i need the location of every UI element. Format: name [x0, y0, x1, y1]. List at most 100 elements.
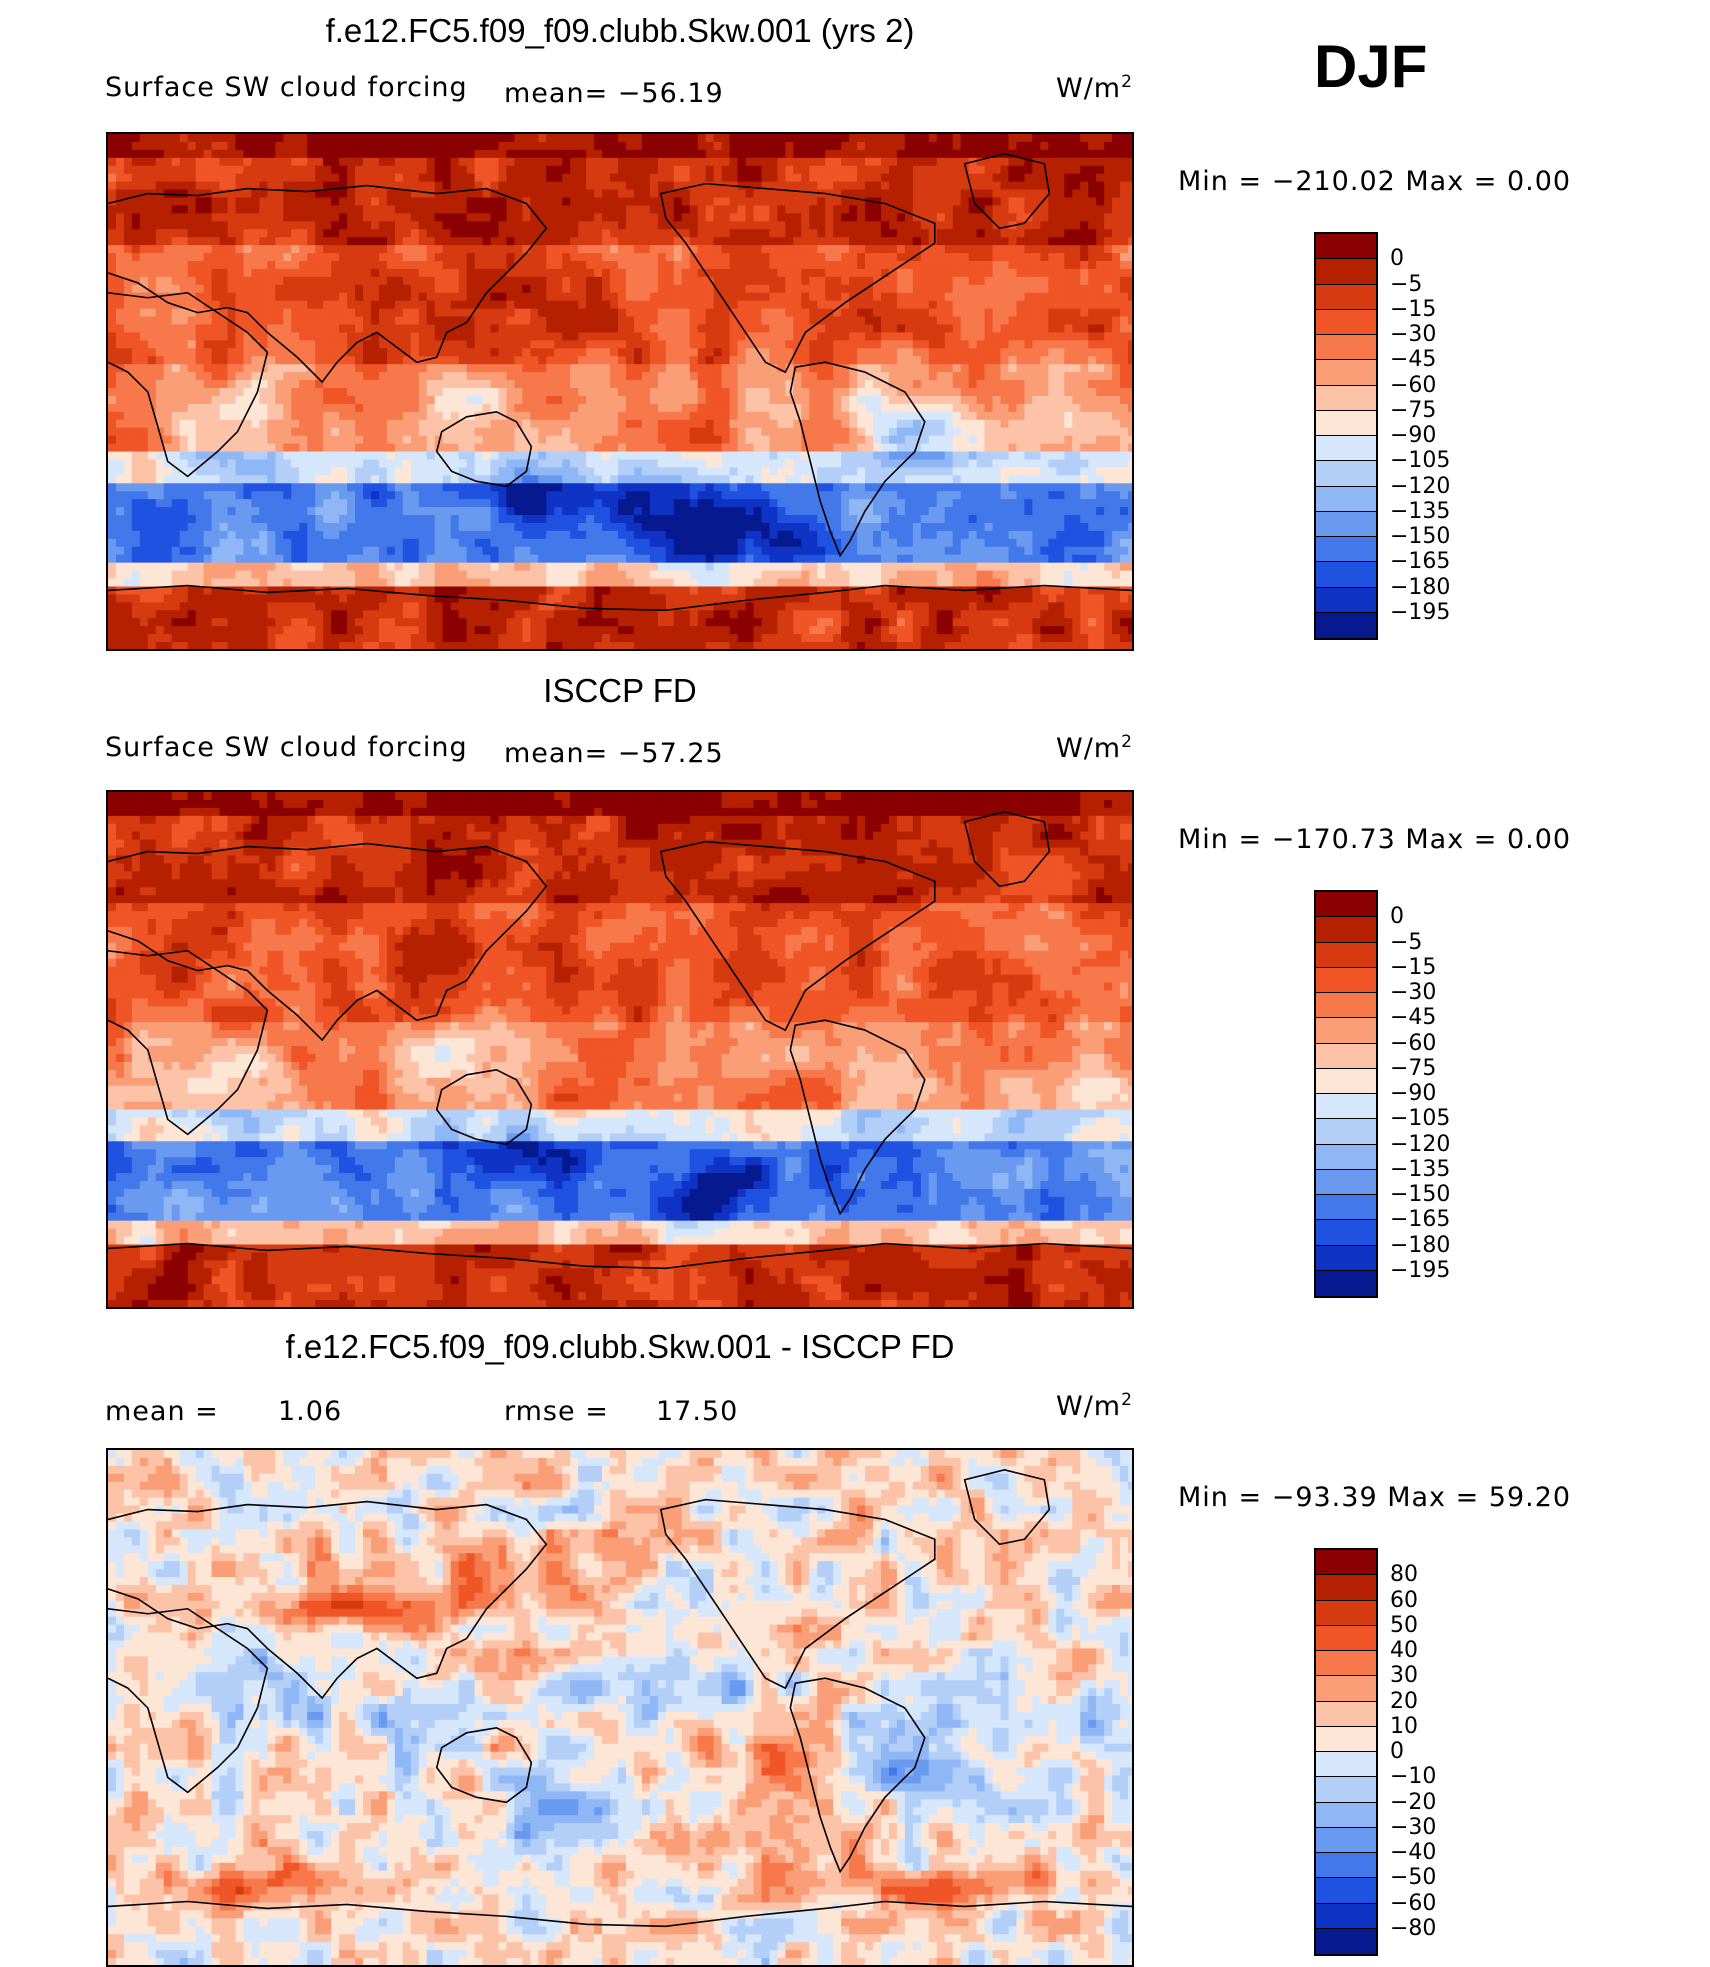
colorbar-tick-label: −60 [1390, 1031, 1436, 1056]
colorbar-swatch [1316, 968, 1376, 993]
colorbar-tick-label: −30 [1390, 980, 1436, 1005]
panel1-variable: Surface SW cloud forcing [105, 72, 468, 103]
colorbar-tick-label: −165 [1390, 1207, 1450, 1232]
colorbar-swatch [1316, 1904, 1376, 1929]
colorbar-tick-label: −60 [1390, 373, 1436, 398]
colorbar-tick-label: −135 [1390, 1157, 1450, 1182]
colorbar-tick-label: 0 [1390, 1739, 1404, 1764]
colorbar-swatch [1316, 943, 1376, 968]
colorbar-swatch [1316, 1119, 1376, 1144]
colorbar-swatch [1316, 1575, 1376, 1600]
colorbar-swatch [1316, 613, 1376, 638]
panel3-mean-value: 1.06 [278, 1396, 342, 1427]
colorbar-swatch [1316, 588, 1376, 613]
colorbar-swatch [1316, 1271, 1376, 1296]
colorbar-swatch [1316, 1853, 1376, 1878]
colorbar-swatch [1316, 1550, 1376, 1575]
colorbar-tick-label: −165 [1390, 549, 1450, 574]
panel2-map [106, 790, 1134, 1309]
colorbar-tick-label: 50 [1390, 1613, 1418, 1638]
colorbar-swatch [1316, 335, 1376, 360]
panel3-mean-label: mean = [105, 1396, 219, 1427]
colorbar-swatch [1316, 1752, 1376, 1777]
colorbar-swatch [1316, 1929, 1376, 1954]
colorbar-tick-label: −5 [1390, 930, 1422, 955]
panel2-title: ISCCP FD [106, 672, 1134, 710]
colorbar-swatch [1316, 562, 1376, 587]
colorbar-swatch [1316, 1044, 1376, 1069]
colorbar-tick-label: −135 [1390, 499, 1450, 524]
colorbar-swatch [1316, 411, 1376, 436]
colorbar-swatch [1316, 436, 1376, 461]
colorbar-swatch [1316, 487, 1376, 512]
colorbar-swatch [1316, 386, 1376, 411]
colorbar-tick-label: −40 [1390, 1840, 1436, 1865]
colorbar-swatch [1316, 1170, 1376, 1195]
colorbar-tick-label: −50 [1390, 1865, 1436, 1890]
colorbar-swatch [1316, 1651, 1376, 1676]
colorbar-tick-label: −105 [1390, 448, 1450, 473]
panel3-units: W/m2 [1056, 1390, 1133, 1422]
colorbar-tick-label: −75 [1390, 1056, 1436, 1081]
panel3-rmse-label: rmse = [504, 1396, 609, 1427]
colorbar-swatch [1316, 1195, 1376, 1220]
colorbar-tick-label: −195 [1390, 1258, 1450, 1283]
colorbar-swatch [1316, 1220, 1376, 1245]
panel1-title: f.e12.FC5.f09_f09.clubb.Skw.001 (yrs 2) [106, 12, 1134, 50]
panel3-minmax: Min = −93.39 Max = 59.20 [1178, 1482, 1571, 1513]
colorbar-tick-label: 0 [1390, 246, 1404, 271]
colorbar-swatch [1316, 234, 1376, 259]
panel3-map [106, 1448, 1134, 1967]
colorbar-swatch [1316, 1676, 1376, 1701]
panel2-mean: mean= −57.25 [504, 738, 724, 769]
colorbar-tick-label: −45 [1390, 347, 1436, 372]
colorbar-tick-label: 60 [1390, 1588, 1418, 1613]
colorbar-tick-label: −180 [1390, 575, 1450, 600]
colorbar-swatch [1316, 993, 1376, 1018]
colorbar-tick-label: 20 [1390, 1689, 1418, 1714]
colorbar-swatch [1316, 1702, 1376, 1727]
colorbar-swatch [1316, 1018, 1376, 1043]
colorbar-tick-label: −15 [1390, 955, 1436, 980]
colorbar-tick-label: −90 [1390, 1081, 1436, 1106]
panel3-rmse-value: 17.50 [656, 1396, 738, 1427]
colorbar-tick-label: −20 [1390, 1790, 1436, 1815]
colorbar-tick-label: −75 [1390, 398, 1436, 423]
colorbar-swatch [1316, 512, 1376, 537]
colorbar-tick-label: −10 [1390, 1764, 1436, 1789]
colorbar-swatch [1316, 259, 1376, 284]
colorbar-tick-label: −30 [1390, 322, 1436, 347]
panel2-variable: Surface SW cloud forcing [105, 732, 468, 763]
panel2-units: W/m2 [1056, 732, 1133, 764]
colorbar-tick-label: 80 [1390, 1562, 1418, 1587]
colorbar-swatch [1316, 360, 1376, 385]
colorbar-swatch [1316, 1828, 1376, 1853]
colorbar-swatch [1316, 1727, 1376, 1752]
colorbar-tick-label: −180 [1390, 1233, 1450, 1258]
panel1-map [106, 132, 1134, 651]
colorbar-swatch [1316, 1803, 1376, 1828]
colorbar-tick-label: −80 [1390, 1916, 1436, 1941]
colorbar-swatch [1316, 1094, 1376, 1119]
panel1-mean: mean= −56.19 [504, 78, 724, 109]
colorbar-tick-label: 0 [1390, 904, 1404, 929]
colorbar-swatch [1316, 1777, 1376, 1802]
colorbar-swatch [1316, 461, 1376, 486]
panel2-minmax: Min = −170.73 Max = 0.00 [1178, 824, 1571, 855]
colorbar-tick-label: −150 [1390, 1182, 1450, 1207]
colorbar-swatch [1316, 310, 1376, 335]
panel1-minmax: Min = −210.02 Max = 0.00 [1178, 166, 1571, 197]
colorbar-tick-label: −45 [1390, 1005, 1436, 1030]
colorbar-tick-label: −60 [1390, 1891, 1436, 1916]
colorbar-swatch [1316, 1145, 1376, 1170]
colorbar-tick-label: −105 [1390, 1106, 1450, 1131]
colorbar-swatch [1316, 1246, 1376, 1271]
colorbar-swatch [1316, 892, 1376, 917]
panel3-colorbar [1314, 1548, 1378, 1956]
colorbar-tick-label: −120 [1390, 474, 1450, 499]
colorbar-swatch [1316, 1626, 1376, 1651]
colorbar-tick-label: 10 [1390, 1714, 1418, 1739]
panel3-title: f.e12.FC5.f09_f09.clubb.Skw.001 - ISCCP … [106, 1328, 1134, 1366]
panel1-units: W/m2 [1056, 72, 1133, 104]
colorbar-swatch [1316, 285, 1376, 310]
